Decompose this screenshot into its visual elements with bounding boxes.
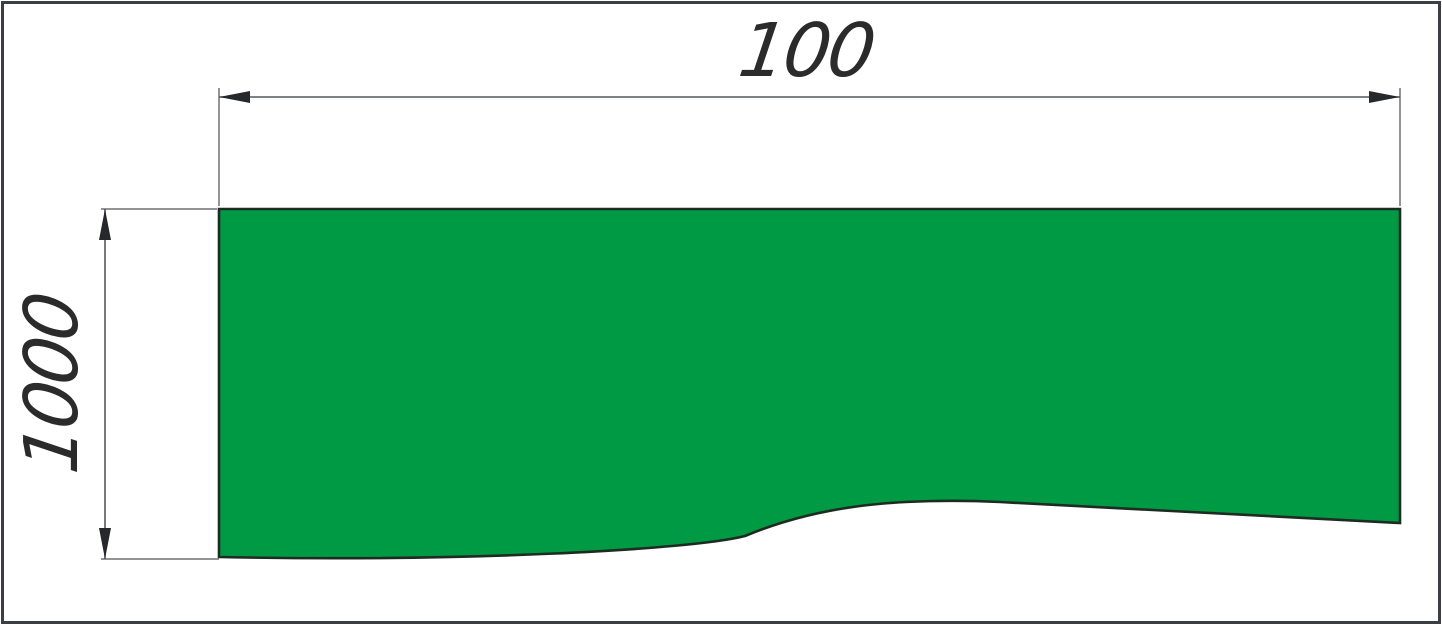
width-dimension-label: 100 <box>733 8 879 94</box>
height-dimension-label: 1000 <box>9 289 95 479</box>
width-arrow-right-icon <box>1369 91 1400 103</box>
material-profile-shape <box>217 207 1402 560</box>
height-arrow-down-icon <box>99 528 111 559</box>
width-arrow-left-icon <box>219 91 250 103</box>
height-arrow-up-icon <box>99 209 111 240</box>
